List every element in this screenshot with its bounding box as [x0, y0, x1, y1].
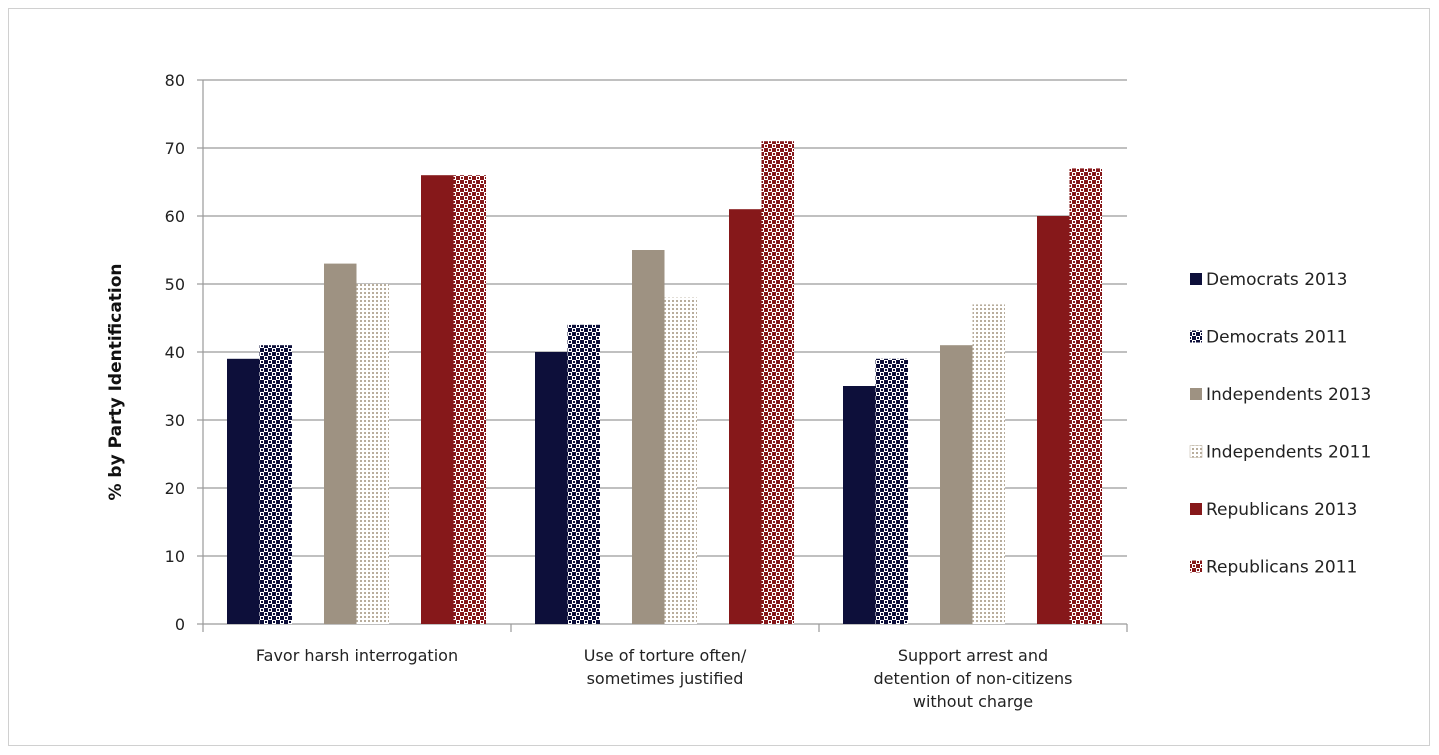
bar-independents-2013-3: [940, 345, 973, 624]
legend: Democrats 2013 Democrats 2011 Independents…: [1189, 270, 1371, 578]
x-category-label: Favor harsh interrogation: [256, 646, 458, 665]
x-category-label: Use of torture often/sometimes justified: [584, 646, 747, 688]
y-tick-label: 50: [165, 275, 185, 294]
labels: 0 10 20 30 40 50 60 70 80 % by Party Identificati…: [106, 71, 1073, 711]
bar-democrats-2011-2: [567, 324, 600, 624]
legend-swatch: [1190, 330, 1202, 343]
y-tick-label: 10: [165, 547, 185, 566]
bar-independents-2013-2: [632, 250, 665, 624]
bar-republicans-2011-2: [761, 141, 794, 624]
legend-swatch: [1190, 388, 1202, 400]
bar-democrats-2011-1: [259, 345, 292, 624]
bar-democrats-2011-3: [875, 358, 908, 624]
legend-label: Independents 2013: [1206, 385, 1371, 405]
legend-label: Independents 2011: [1206, 443, 1371, 463]
legend-swatch: [1190, 560, 1202, 573]
y-tick-label: 70: [165, 139, 185, 158]
legend-label: Republicans 2011: [1206, 558, 1357, 578]
bar-republicans-2013-3: [1037, 216, 1070, 624]
bar-republicans-2011-3: [1069, 168, 1102, 624]
y-tick-label: 60: [165, 207, 185, 226]
y-tick-label: 40: [165, 343, 185, 362]
y-axis-title: % by Party Identification: [106, 263, 126, 500]
legend-swatch: [1190, 273, 1202, 285]
x-category-label: Support arrest and detention of non-citiz…: [873, 646, 1072, 711]
bar-republicans-2011-1: [453, 175, 486, 624]
y-tick-label: 0: [175, 615, 185, 634]
bar-republicans-2013-2: [729, 209, 762, 624]
bar-independents-2011-3: [972, 304, 1005, 624]
bar-republicans-2013-1: [421, 175, 454, 624]
bar-democrats-2013-2: [535, 352, 568, 624]
bar-democrats-2013-3: [843, 386, 876, 624]
y-tick-label: 80: [165, 71, 185, 90]
legend-swatch: [1190, 503, 1202, 515]
legend-label: Democrats 2013: [1206, 270, 1347, 290]
legend-label: Democrats 2011: [1206, 328, 1347, 348]
bars: [227, 141, 1102, 624]
bar-independents-2011-2: [664, 297, 697, 624]
bar-democrats-2013-1: [227, 358, 260, 624]
legend-swatch: [1189, 445, 1203, 458]
legend-label: Republicans 2013: [1206, 500, 1357, 520]
y-tick-label: 30: [165, 411, 185, 430]
y-tick-label: 20: [165, 479, 185, 498]
bar-independents-2011-1: [356, 284, 389, 624]
bar-independents-2013-1: [324, 263, 357, 624]
